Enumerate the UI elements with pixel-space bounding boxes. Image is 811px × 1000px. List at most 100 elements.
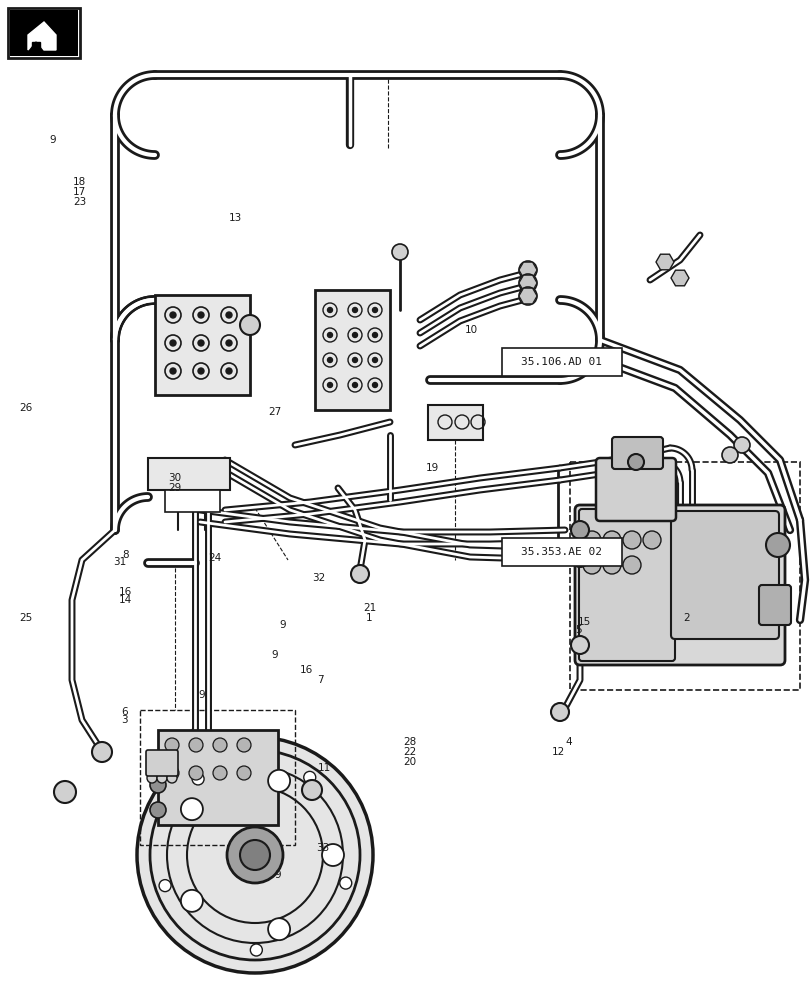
Circle shape [169, 368, 176, 374]
Bar [165, 490, 220, 512]
Circle shape [227, 827, 283, 883]
Circle shape [225, 340, 232, 346]
Text: 18: 18 [73, 177, 86, 187]
Circle shape [150, 752, 165, 768]
Circle shape [721, 447, 737, 463]
Circle shape [518, 274, 536, 292]
Circle shape [167, 773, 177, 783]
Circle shape [268, 918, 290, 940]
Circle shape [551, 703, 569, 721]
Circle shape [327, 382, 332, 387]
Bar [501, 538, 621, 566]
FancyBboxPatch shape [578, 509, 674, 661]
Text: 35.106.AD 01: 35.106.AD 01 [521, 357, 602, 367]
Circle shape [392, 244, 407, 260]
Circle shape [181, 890, 203, 912]
Circle shape [352, 308, 357, 312]
Bar [569, 462, 799, 690]
Circle shape [733, 437, 749, 453]
Circle shape [582, 556, 600, 574]
Circle shape [622, 556, 640, 574]
Circle shape [268, 770, 290, 792]
Text: 11: 11 [318, 763, 331, 773]
Circle shape [642, 531, 660, 549]
Text: 9: 9 [279, 620, 285, 630]
FancyBboxPatch shape [595, 458, 676, 521]
Circle shape [570, 549, 588, 567]
FancyBboxPatch shape [611, 437, 663, 469]
Text: 13: 13 [229, 213, 242, 223]
Circle shape [603, 531, 620, 549]
Circle shape [169, 340, 176, 346]
Circle shape [322, 844, 344, 866]
Circle shape [237, 738, 251, 752]
Circle shape [240, 315, 260, 335]
Text: 4: 4 [564, 737, 571, 747]
Text: 31: 31 [114, 557, 127, 567]
Text: 10: 10 [464, 325, 477, 335]
Text: 15: 15 [577, 617, 590, 627]
Circle shape [212, 738, 227, 752]
Circle shape [237, 766, 251, 780]
Bar [10, 10, 78, 56]
Text: 16: 16 [119, 587, 132, 597]
Circle shape [212, 766, 227, 780]
Bar [148, 458, 230, 490]
Circle shape [157, 773, 167, 783]
Polygon shape [518, 262, 536, 278]
Text: 17: 17 [73, 187, 86, 197]
Text: 30: 30 [168, 473, 181, 483]
Circle shape [165, 766, 178, 780]
Circle shape [198, 340, 204, 346]
Circle shape [518, 261, 536, 279]
Circle shape [372, 382, 377, 387]
Circle shape [570, 636, 588, 654]
Circle shape [165, 738, 178, 752]
Text: 33: 33 [316, 843, 329, 853]
Text: 27: 27 [268, 407, 281, 417]
Circle shape [302, 780, 322, 800]
Circle shape [147, 773, 157, 783]
Polygon shape [32, 42, 40, 50]
Circle shape [225, 312, 232, 318]
Text: 20: 20 [403, 757, 416, 767]
Circle shape [189, 766, 203, 780]
Circle shape [327, 332, 332, 338]
Circle shape [352, 358, 357, 362]
Text: 28: 28 [403, 737, 416, 747]
Text: 23: 23 [73, 197, 86, 207]
Circle shape [192, 773, 204, 785]
Circle shape [240, 840, 270, 870]
Text: 3: 3 [121, 715, 127, 725]
Circle shape [159, 880, 171, 892]
Bar [155, 295, 250, 395]
Bar [501, 348, 621, 376]
Polygon shape [28, 22, 56, 50]
Circle shape [303, 771, 315, 783]
Circle shape [54, 781, 76, 803]
Circle shape [551, 551, 564, 565]
Circle shape [582, 531, 600, 549]
Text: 1: 1 [366, 613, 372, 623]
Polygon shape [518, 275, 536, 291]
Text: 16: 16 [300, 665, 313, 675]
Circle shape [372, 332, 377, 338]
Text: 9: 9 [49, 135, 56, 145]
Text: 25: 25 [19, 613, 32, 623]
Text: 22: 22 [403, 747, 416, 757]
Circle shape [169, 312, 176, 318]
Bar [8, 8, 80, 58]
Circle shape [181, 798, 203, 820]
Circle shape [327, 308, 332, 312]
Text: 26: 26 [19, 403, 32, 413]
Text: 35.353.AE 02: 35.353.AE 02 [521, 547, 602, 557]
Circle shape [518, 287, 536, 305]
FancyBboxPatch shape [574, 505, 784, 665]
Circle shape [352, 382, 357, 387]
Bar [139, 710, 294, 845]
Polygon shape [655, 254, 673, 270]
FancyBboxPatch shape [670, 511, 778, 639]
Bar [158, 730, 277, 825]
Text: 32: 32 [311, 573, 324, 583]
Circle shape [189, 738, 203, 752]
